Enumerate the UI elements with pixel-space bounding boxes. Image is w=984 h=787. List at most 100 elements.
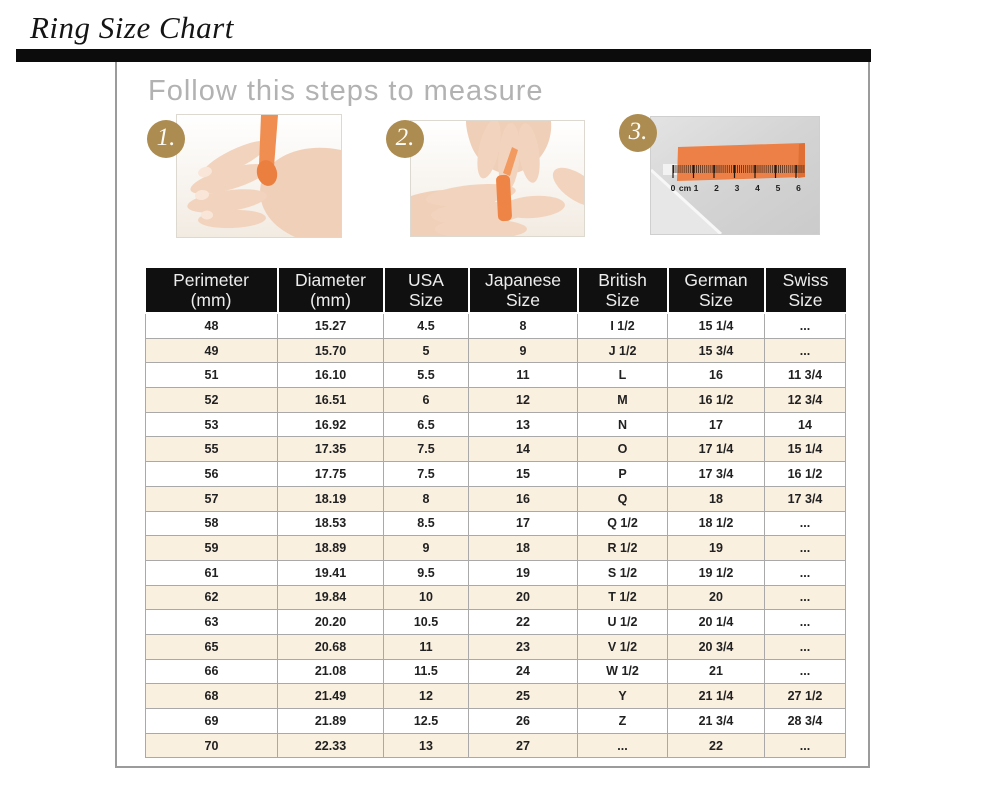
table-cell: ... (764, 609, 846, 635)
table-cell: 7.5 (383, 461, 469, 487)
table-cell: 21.89 (277, 708, 384, 734)
steps-heading: Follow this steps to measure (148, 75, 544, 107)
table-cell: N (577, 411, 668, 438)
hand-with-tape-illustration (177, 115, 341, 237)
table-cell: 20.20 (277, 609, 384, 635)
step-2-photo (410, 120, 585, 237)
table-cell: 55 (145, 436, 278, 463)
table-cell: 10 (383, 584, 469, 611)
marking-tape-illustration (411, 121, 584, 236)
table-cell: 13 (468, 411, 578, 438)
table-cell: I 1/2 (577, 312, 668, 339)
table-row: 53 16.92 6.5 13 N 17 14 (145, 411, 846, 438)
table-cell: 15 3/4 (667, 337, 765, 364)
table-cell: 69 (145, 708, 278, 734)
table-cell: 22 (468, 609, 578, 635)
table-cell: 11 (468, 362, 578, 389)
table-cell: 52 (145, 387, 278, 413)
table-cell: ... (577, 732, 668, 759)
ruler-label: 4 (755, 183, 760, 193)
table-cell: 17 1/4 (667, 436, 765, 463)
table-cell: M (577, 387, 668, 413)
table-cell: 16.92 (277, 411, 384, 438)
table-cell: 12 3/4 (764, 387, 846, 413)
table-header-row: Perimeter (mm) Diameter (mm) USA Size Japan… (145, 268, 846, 314)
table-cell: 27 (468, 732, 578, 759)
ruler-label: 2 (714, 183, 719, 193)
table-row: 66 21.08 11.5 24 W 1/2 21... (145, 658, 846, 685)
ruler-label: cm (679, 183, 692, 193)
table-cell: 22.33 (277, 732, 384, 759)
table-cell: 26 (468, 708, 578, 734)
table-cell: 6 (383, 387, 469, 413)
table-cell: 15 1/4 (667, 312, 765, 339)
table-cell: 28 3/4 (764, 708, 846, 734)
table-cell: 23 (468, 633, 578, 660)
table-cell: 12 (383, 683, 469, 709)
table-cell: 15.70 (277, 337, 384, 364)
table-cell: 14 (468, 436, 578, 463)
step-1-number-badge: 1. (147, 120, 185, 158)
column-header: Perimeter (mm) (145, 268, 278, 314)
table-cell: 18.53 (277, 510, 384, 537)
ruler-label: 0 (671, 183, 676, 193)
table-cell: 19.84 (277, 584, 384, 611)
table-cell: 24 (468, 658, 578, 685)
page-title: Ring Size Chart (30, 10, 234, 45)
table-header: Perimeter (mm) Diameter (mm) USA Size Japan… (145, 268, 846, 314)
table-cell: 11 3/4 (764, 362, 846, 389)
table-cell: 9 (468, 337, 578, 364)
table-row: 69 21.89 12.5 26 Z 21 3/4 28 3/4 (145, 708, 846, 734)
table-cell: 8.5 (383, 510, 469, 537)
table-cell: 22 (667, 732, 765, 759)
table-cell: S 1/2 (577, 559, 668, 586)
table-cell: 19 (667, 535, 765, 561)
table-cell: 57 (145, 485, 278, 512)
table-cell: Y (577, 683, 668, 709)
table-cell: 8 (383, 485, 469, 512)
table-cell: O (577, 436, 668, 463)
table-cell: V 1/2 (577, 633, 668, 660)
table-row: 48 15.27 4.5 8 I 1/2 15 1/4... (145, 312, 846, 339)
ruler-measurement-illustration: 0 cm 1 2 3 4 5 6 (651, 117, 819, 234)
ring-size-table: Perimeter (mm) Diameter (mm) USA Size Japan… (145, 268, 846, 759)
table-cell: 4.5 (383, 312, 469, 339)
table-cell: 25 (468, 683, 578, 709)
content-panel: Follow this steps to measure 1. (115, 62, 870, 768)
table-cell: 5 (383, 337, 469, 364)
table-cell: 53 (145, 411, 278, 438)
table-cell: T 1/2 (577, 584, 668, 611)
table-cell: 20 3/4 (667, 633, 765, 660)
table-cell: 14 (764, 411, 846, 438)
table-cell: 65 (145, 633, 278, 660)
table-cell: 9 (383, 535, 469, 561)
ruler-label: 1 (694, 183, 699, 193)
table-row: 68 21.49 12 25 Y 21 1/4 27 1/2 (145, 683, 846, 709)
table-cell: 17.75 (277, 461, 384, 487)
table-cell: ... (764, 584, 846, 611)
table-row: 57 18.19 8 16 Q 18 17 3/4 (145, 485, 846, 512)
table-row: 56 17.75 7.5 15 P 17 3/4 16 1/2 (145, 461, 846, 487)
table-cell: 15 (468, 461, 578, 487)
table-cell: Q (577, 485, 668, 512)
table-cell: R 1/2 (577, 535, 668, 561)
table-cell: 6.5 (383, 411, 469, 438)
table-cell: 10.5 (383, 609, 469, 635)
table-cell: 20 (667, 584, 765, 611)
table-cell: ... (764, 535, 846, 561)
table-cell: 21.08 (277, 658, 384, 685)
table-cell: ... (764, 633, 846, 660)
table-cell: U 1/2 (577, 609, 668, 635)
table-cell: W 1/2 (577, 658, 668, 685)
table-cell: ... (764, 312, 846, 339)
ruler-label: 3 (735, 183, 740, 193)
table-cell: 21 3/4 (667, 708, 765, 734)
table-cell: 16.10 (277, 362, 384, 389)
step-2-number-badge: 2. (386, 120, 424, 158)
table-cell: L (577, 362, 668, 389)
table-cell: 16.51 (277, 387, 384, 413)
table-cell: 20 1/4 (667, 609, 765, 635)
table-cell: ... (764, 337, 846, 364)
table-cell: Z (577, 708, 668, 734)
table-cell: 59 (145, 535, 278, 561)
